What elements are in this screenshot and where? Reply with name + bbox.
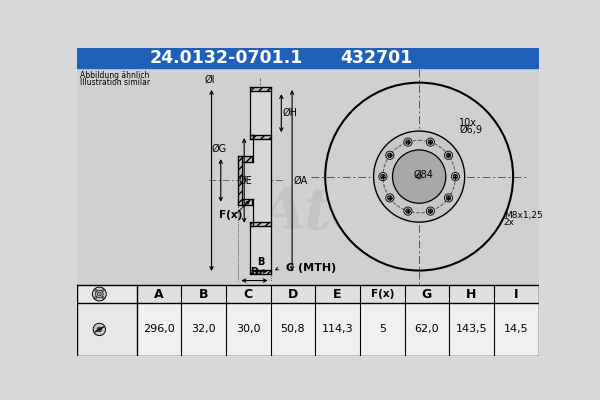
Circle shape <box>426 138 434 146</box>
Circle shape <box>94 296 97 299</box>
Circle shape <box>374 131 464 222</box>
Text: 114,3: 114,3 <box>322 324 353 334</box>
Circle shape <box>388 153 392 158</box>
Text: Ø84: Ø84 <box>413 170 433 180</box>
Circle shape <box>445 194 452 202</box>
Text: 432701: 432701 <box>341 49 413 67</box>
Circle shape <box>97 292 101 296</box>
Circle shape <box>406 209 410 213</box>
Circle shape <box>406 140 410 144</box>
Text: 2x: 2x <box>504 218 515 227</box>
Circle shape <box>93 323 106 336</box>
Bar <box>238 199 252 205</box>
Text: G: G <box>422 288 432 300</box>
Bar <box>237 87 272 274</box>
Text: Ø6,9: Ø6,9 <box>459 125 482 135</box>
Circle shape <box>445 151 452 159</box>
Text: M8x1,25: M8x1,25 <box>504 210 542 220</box>
Text: H: H <box>466 288 476 300</box>
Circle shape <box>428 140 433 144</box>
Text: 5: 5 <box>379 324 386 334</box>
Circle shape <box>386 194 394 202</box>
Text: B: B <box>199 288 208 300</box>
Bar <box>250 270 271 274</box>
Bar <box>250 135 271 139</box>
Text: B: B <box>257 258 264 268</box>
Circle shape <box>94 289 97 292</box>
Text: ØE: ØE <box>239 176 253 186</box>
Text: E: E <box>333 288 342 300</box>
Bar <box>250 91 271 135</box>
Bar <box>250 139 271 222</box>
Circle shape <box>380 174 385 179</box>
Circle shape <box>400 157 439 196</box>
Circle shape <box>97 327 101 332</box>
Text: F(x): F(x) <box>371 289 394 299</box>
Circle shape <box>386 151 394 159</box>
Circle shape <box>453 174 458 179</box>
Text: 32,0: 32,0 <box>191 324 216 334</box>
Bar <box>77 285 137 356</box>
Text: ØI: ØI <box>205 75 215 85</box>
Text: A: A <box>154 288 164 300</box>
Bar <box>238 156 242 205</box>
Text: 62,0: 62,0 <box>415 324 439 334</box>
Text: 50,8: 50,8 <box>281 324 305 334</box>
Bar <box>77 48 539 68</box>
Bar <box>77 285 539 356</box>
Circle shape <box>446 196 451 200</box>
Circle shape <box>98 328 100 330</box>
Circle shape <box>102 289 104 292</box>
Circle shape <box>417 174 421 179</box>
Bar <box>250 87 271 91</box>
Text: 24.0132-0701.1: 24.0132-0701.1 <box>150 49 304 67</box>
Bar <box>77 68 539 285</box>
Text: Abbildung ähnlich: Abbildung ähnlich <box>80 71 149 80</box>
Text: 143,5: 143,5 <box>455 324 487 334</box>
Circle shape <box>392 150 446 203</box>
Circle shape <box>451 172 460 181</box>
Circle shape <box>388 196 392 200</box>
Text: 30,0: 30,0 <box>236 324 260 334</box>
Bar <box>137 285 539 303</box>
Circle shape <box>428 209 433 213</box>
Text: C: C <box>244 288 253 300</box>
Bar <box>250 226 271 270</box>
Text: Illustration similar: Illustration similar <box>80 78 150 87</box>
Text: D: D <box>288 288 298 300</box>
Text: Ate: Ate <box>261 185 370 242</box>
Bar <box>238 156 252 162</box>
Text: 296,0: 296,0 <box>143 324 175 334</box>
Circle shape <box>95 290 103 298</box>
Text: 10x: 10x <box>459 118 477 128</box>
Text: ØH: ØH <box>283 108 298 118</box>
Text: F(x): F(x) <box>219 210 242 220</box>
Circle shape <box>325 83 513 270</box>
Text: ØG: ØG <box>212 144 227 154</box>
Circle shape <box>404 207 412 215</box>
Text: C (MTH): C (MTH) <box>286 263 337 273</box>
Circle shape <box>446 153 451 158</box>
Circle shape <box>404 138 412 146</box>
Circle shape <box>379 172 387 181</box>
Text: 14,5: 14,5 <box>504 324 529 334</box>
Circle shape <box>102 296 104 299</box>
Text: D: D <box>251 267 259 277</box>
Text: ØA: ØA <box>293 176 308 186</box>
Circle shape <box>92 287 106 301</box>
Circle shape <box>426 207 434 215</box>
Bar <box>250 222 271 226</box>
Text: I: I <box>514 288 518 300</box>
